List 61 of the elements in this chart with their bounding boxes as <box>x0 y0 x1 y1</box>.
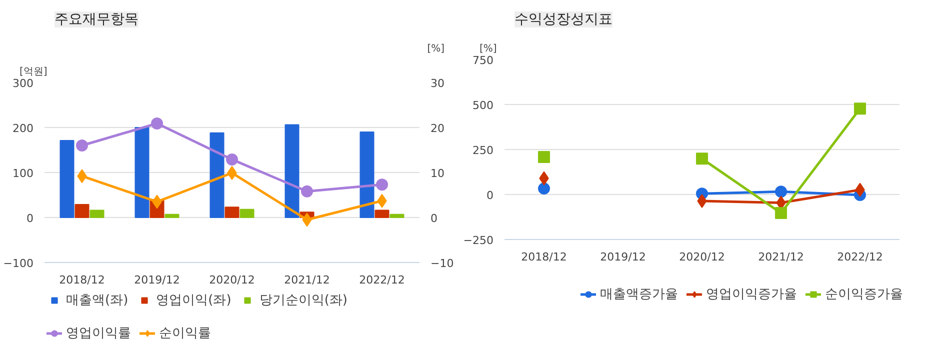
bar <box>164 214 180 218</box>
y-tick-label: 100 <box>12 167 34 180</box>
y-axis-title: [%] <box>480 44 497 54</box>
point <box>775 186 787 198</box>
bar <box>374 210 390 218</box>
legend-label: 영업이익(좌) <box>156 292 232 309</box>
legend-label: 매출액증가율 <box>600 286 678 302</box>
legend-label: 매출액(좌) <box>66 292 128 309</box>
legend-label: 순이익증가율 <box>825 286 903 302</box>
legend-label: 당기순이익(좌) <box>259 292 348 309</box>
x-tick-label: 2018/12 <box>59 274 105 286</box>
legend-label: 영업이익률 <box>66 325 131 342</box>
point <box>538 151 550 164</box>
y2-tick-label: −10 <box>430 257 454 270</box>
legend-label: 영업이익증가율 <box>706 286 797 302</box>
y-tick-label: −250 <box>463 234 494 247</box>
y2-tick-label: 10 <box>430 167 444 180</box>
y-tick-label: 750 <box>472 54 494 67</box>
chart-title: 수익성장성지표 <box>514 12 612 28</box>
point <box>854 102 866 115</box>
x-tick-label: 2020/12 <box>679 250 725 264</box>
x-tick-label: 2020/12 <box>209 274 255 286</box>
y-tick-label: −100 <box>3 257 34 270</box>
bar <box>284 124 300 218</box>
y-tick-label: 250 <box>472 144 494 157</box>
point <box>226 153 238 166</box>
x-tick-label: 2022/12 <box>359 274 405 286</box>
bar <box>240 208 254 218</box>
x-tick-label: 2019/12 <box>600 250 646 264</box>
y-tick-label: 0 <box>486 189 494 202</box>
bar <box>60 140 74 218</box>
point <box>76 140 88 152</box>
point <box>775 207 787 220</box>
y-axis-title: [억원] <box>20 66 48 78</box>
y2-axis-title: [%] <box>427 44 445 54</box>
legend-label: 순이익률 <box>159 325 211 342</box>
y-tick-label: 0 <box>26 212 34 225</box>
y-tick-label: 200 <box>12 122 34 135</box>
bar <box>74 204 90 218</box>
point <box>151 117 163 130</box>
bar <box>210 132 224 218</box>
point <box>696 152 708 165</box>
y-tick-label: 500 <box>472 99 494 112</box>
point <box>376 178 388 191</box>
x-tick-label: 2018/12 <box>521 250 567 264</box>
y2-tick-label: 30 <box>430 77 444 90</box>
x-tick-label: 2021/12 <box>758 250 804 264</box>
bar <box>90 210 104 218</box>
x-tick-label: 2022/12 <box>837 250 883 264</box>
bar <box>134 127 150 218</box>
y2-tick-label: 0 <box>430 212 438 225</box>
point <box>538 182 550 195</box>
bar <box>224 206 240 218</box>
x-tick-label: 2019/12 <box>134 274 180 286</box>
point <box>301 185 313 198</box>
y-tick-label: 300 <box>12 77 34 90</box>
chart-title: 주요재무항목 <box>54 12 138 28</box>
bar <box>390 214 404 218</box>
y2-tick-label: 20 <box>430 122 444 135</box>
bar <box>360 132 374 218</box>
x-tick-label: 2021/12 <box>284 274 330 286</box>
